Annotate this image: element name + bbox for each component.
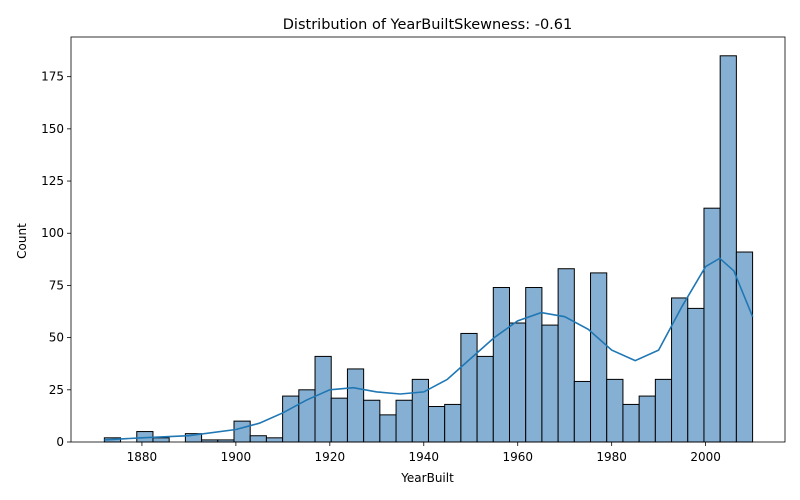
- histogram-bars: [103, 55, 754, 443]
- y-tick-label: 175: [41, 70, 64, 84]
- histogram-bar: [590, 272, 608, 443]
- histogram-bar: [395, 399, 413, 443]
- y-tick-label: 50: [49, 331, 64, 345]
- x-axis-ticks: 1880 1900 1920 1940 1960 1980 2000: [127, 442, 721, 464]
- histogram-bar: [508, 322, 527, 443]
- y-axis-ticks: 0 25 50 75 100 125 150 175: [41, 70, 71, 449]
- histogram-bar: [476, 355, 494, 443]
- histogram-bar: [346, 368, 365, 443]
- y-axis-label: Count: [15, 223, 29, 259]
- x-tick-label: 2000: [690, 450, 721, 464]
- histogram-bar: [152, 437, 170, 443]
- histogram-bar: [492, 287, 510, 443]
- x-axis-label: YearBuilt: [400, 471, 454, 485]
- histogram-bar: [573, 380, 592, 443]
- histogram-bar: [330, 397, 348, 443]
- histogram-bar: [687, 307, 705, 443]
- histogram-bar: [460, 332, 478, 443]
- histogram-bar: [265, 437, 284, 443]
- histogram-bar: [282, 395, 300, 443]
- x-tick-label: 1960: [502, 450, 533, 464]
- histogram-bar: [444, 403, 462, 443]
- y-tick-label: 125: [41, 174, 64, 188]
- y-tick-label: 100: [41, 226, 64, 240]
- histogram-bar: [735, 251, 754, 443]
- y-tick-label: 0: [56, 435, 64, 449]
- histogram-bar: [654, 378, 673, 443]
- x-tick-label: 1920: [315, 450, 346, 464]
- histogram-bar: [379, 414, 397, 443]
- plot-frame: [70, 36, 786, 443]
- x-tick-label: 1900: [221, 450, 252, 464]
- histogram-bar: [314, 355, 332, 443]
- chart-title: Distribution of YearBuiltSkewness: -0.61: [283, 17, 572, 33]
- histogram-bar: [606, 378, 624, 443]
- histogram-bar: [233, 420, 251, 443]
- y-tick-label: 150: [41, 122, 64, 136]
- histogram-bar: [411, 378, 429, 443]
- histogram-bar: [719, 55, 737, 443]
- y-tick-label: 25: [49, 383, 64, 397]
- histogram-bar: [703, 207, 721, 443]
- x-tick-label: 1940: [408, 450, 439, 464]
- histogram-bar: [249, 435, 267, 443]
- histogram-bar: [638, 395, 656, 443]
- histogram-bar: [525, 287, 543, 443]
- kde-curve: [104, 257, 754, 441]
- histogram-bar: [557, 268, 575, 443]
- x-tick-label: 1980: [596, 450, 627, 464]
- histogram-bar: [541, 324, 559, 443]
- histogram-bar: [671, 297, 689, 443]
- x-tick-label: 1880: [127, 450, 158, 464]
- histogram-bar: [363, 399, 381, 443]
- histogram-bar: [427, 406, 446, 443]
- histogram-bar: [622, 403, 640, 443]
- y-tick-label: 75: [49, 278, 64, 292]
